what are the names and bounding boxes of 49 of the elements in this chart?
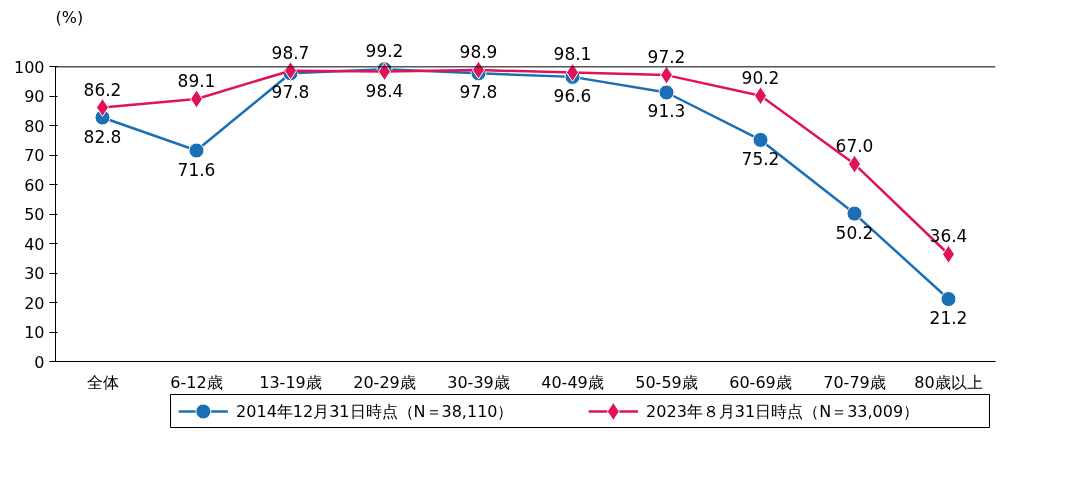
x-tick-label: 60-69歳 bbox=[729, 372, 792, 392]
x-tick-label: 13-19歳 bbox=[259, 372, 322, 392]
y-tick-label: 40 bbox=[24, 234, 45, 254]
data-label: 67.0 bbox=[835, 136, 874, 157]
data-label: 97.8 bbox=[459, 82, 498, 103]
x-tick-label: 6-12歳 bbox=[170, 372, 223, 392]
y-tick-label: 80 bbox=[24, 116, 45, 136]
x-tick-label: 30-39歳 bbox=[447, 372, 510, 392]
legend-label: 2023年８月31日時点（N＝33,009） bbox=[646, 402, 920, 421]
data-label: 91.3 bbox=[647, 101, 686, 122]
y-axis-title: (%) bbox=[55, 7, 84, 27]
data-label: 90.2 bbox=[741, 67, 780, 88]
y-tick-label: 10 bbox=[24, 323, 45, 343]
y-tick-label: 90 bbox=[24, 87, 45, 107]
data-label: 75.2 bbox=[741, 148, 780, 169]
point bbox=[188, 142, 205, 159]
data-label: 82.8 bbox=[83, 126, 122, 147]
data-label: 98.1 bbox=[553, 44, 592, 65]
data-label: 86.2 bbox=[83, 79, 122, 100]
y-tick-label: 20 bbox=[24, 293, 45, 313]
data-label: 36.4 bbox=[929, 226, 968, 247]
data-label: 96.6 bbox=[553, 85, 592, 106]
data-label: 98.9 bbox=[459, 42, 498, 63]
x-tick-label: 20-29歳 bbox=[353, 372, 416, 392]
x-tick-label: 全体 bbox=[86, 372, 119, 392]
data-label: 99.2 bbox=[365, 41, 404, 62]
point bbox=[658, 84, 675, 101]
point bbox=[940, 291, 957, 308]
point bbox=[846, 205, 863, 222]
y-tick-label: 30 bbox=[24, 264, 45, 284]
data-label: 97.8 bbox=[271, 82, 310, 103]
y-tick-label: 70 bbox=[24, 146, 45, 166]
y-tick-label: 100 bbox=[13, 57, 45, 77]
x-tick-label: 50-59歳 bbox=[635, 372, 698, 392]
y-tick-label: 0 bbox=[34, 352, 45, 372]
data-label: 98.7 bbox=[271, 42, 310, 63]
legend-label: 2014年12月31日時点（N＝38,110） bbox=[236, 402, 514, 421]
point bbox=[752, 131, 769, 148]
y-tick-label: 60 bbox=[24, 175, 45, 195]
data-label: 97.2 bbox=[647, 47, 686, 68]
x-tick-label: 70-79歳 bbox=[823, 372, 886, 392]
data-label: 89.1 bbox=[177, 70, 216, 91]
data-label: 98.4 bbox=[365, 80, 404, 101]
data-label: 21.2 bbox=[929, 308, 968, 329]
data-label: 71.6 bbox=[177, 159, 216, 180]
y-tick-label: 50 bbox=[24, 205, 45, 225]
data-label: 50.2 bbox=[835, 222, 874, 243]
x-tick-label: 40-49歳 bbox=[541, 372, 604, 392]
x-tick-label: 80歳以上 bbox=[914, 372, 983, 392]
